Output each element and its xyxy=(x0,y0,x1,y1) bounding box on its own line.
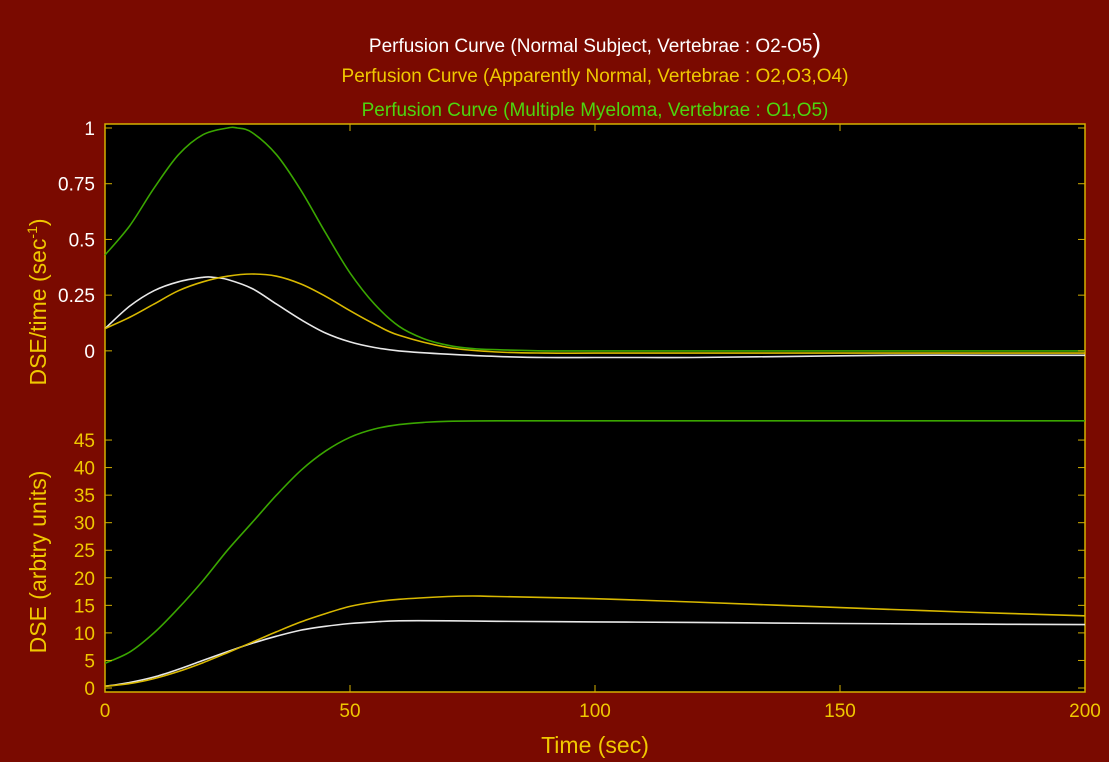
ytick-label-panel-1: 0.75 xyxy=(58,175,95,196)
ytick-label-panel-2: 45 xyxy=(74,431,95,452)
series-apparent-panel-2 xyxy=(104,595,1086,688)
ytick-label-panel-2: 15 xyxy=(74,596,95,617)
title-apparently-normal: Perfusion Curve (Apparently Normal, Vert… xyxy=(341,66,849,87)
series-normal-panel-2 xyxy=(104,619,1086,688)
ytick-label-panel-2: 35 xyxy=(74,486,95,507)
ytick-label-panel-2: 10 xyxy=(74,624,95,645)
xtick-label: 150 xyxy=(824,701,856,722)
ylabel-top-end: ) xyxy=(25,218,51,226)
ylabel-top-sup: -1 xyxy=(24,226,40,239)
ylabel-top: DSE/time (sec-1) xyxy=(24,218,51,385)
title-normal-subject: Perfusion Curve (Normal Subject, Vertebr… xyxy=(105,30,1085,58)
ytick-label-panel-2: 5 xyxy=(84,651,95,672)
title-normal-close-paren: ) xyxy=(812,28,822,58)
ytick-label-panel-2: 25 xyxy=(74,541,95,562)
ytick-label-panel-1: 0.25 xyxy=(58,286,95,307)
xtick-label: 50 xyxy=(339,701,360,722)
series-normal-panel-1 xyxy=(104,276,1085,359)
xtick-label: 100 xyxy=(579,701,611,722)
ytick-label-panel-2: 30 xyxy=(74,514,95,535)
series-layer xyxy=(104,126,1086,688)
ytick-label-panel-2: 20 xyxy=(74,569,95,590)
xtick-label: 200 xyxy=(1069,701,1101,722)
xlabel: Time (sec) xyxy=(541,732,649,758)
series-myeloma-panel-1 xyxy=(104,126,1085,352)
title-multiple-myeloma: Perfusion Curve (Multiple Myeloma, Verte… xyxy=(361,100,829,121)
series-apparent-panel-1 xyxy=(104,273,1085,354)
plot-area xyxy=(104,123,1086,693)
series-myeloma-panel-2 xyxy=(104,419,1085,664)
xtick-label: 0 xyxy=(100,701,111,722)
ytick-label-panel-1: 0 xyxy=(84,342,95,363)
ytick-label-panel-1: 1 xyxy=(84,119,95,140)
ytick-label-panel-2: 40 xyxy=(74,459,95,480)
ytick-label-panel-1: 0.5 xyxy=(69,230,95,251)
ytick-label-panel-2: 0 xyxy=(84,679,95,700)
ylabel-bottom: DSE (arbtry units) xyxy=(25,471,51,654)
ylabel-top-main: DSE/time (sec xyxy=(25,239,51,386)
title-normal-text: Perfusion Curve (Normal Subject, Vertebr… xyxy=(368,36,813,57)
